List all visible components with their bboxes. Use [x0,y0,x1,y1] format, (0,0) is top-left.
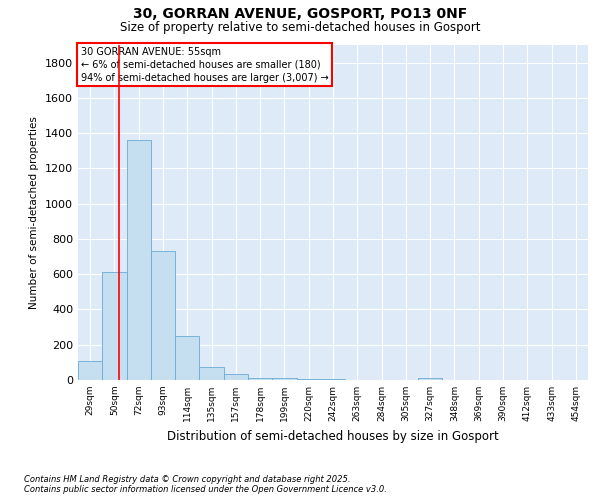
Y-axis label: Number of semi-detached properties: Number of semi-detached properties [29,116,40,309]
Text: Contains public sector information licensed under the Open Government Licence v3: Contains public sector information licen… [24,485,387,494]
Bar [199,367,224,380]
Bar [418,378,442,380]
Bar [151,252,175,380]
Bar [224,374,248,380]
Bar [321,379,345,380]
X-axis label: Distribution of semi-detached houses by size in Gosport: Distribution of semi-detached houses by … [167,430,499,442]
Bar [78,360,102,380]
Bar [272,378,296,380]
Text: 30 GORRAN AVENUE: 55sqm
← 6% of semi-detached houses are smaller (180)
94% of se: 30 GORRAN AVENUE: 55sqm ← 6% of semi-det… [80,46,328,83]
Bar [175,336,199,380]
Bar [248,378,272,380]
Bar [296,379,321,380]
Bar [127,140,151,380]
Text: Contains HM Land Registry data © Crown copyright and database right 2025.: Contains HM Land Registry data © Crown c… [24,475,350,484]
Text: Size of property relative to semi-detached houses in Gosport: Size of property relative to semi-detach… [120,21,480,34]
Bar [102,272,127,380]
Text: 30, GORRAN AVENUE, GOSPORT, PO13 0NF: 30, GORRAN AVENUE, GOSPORT, PO13 0NF [133,8,467,22]
